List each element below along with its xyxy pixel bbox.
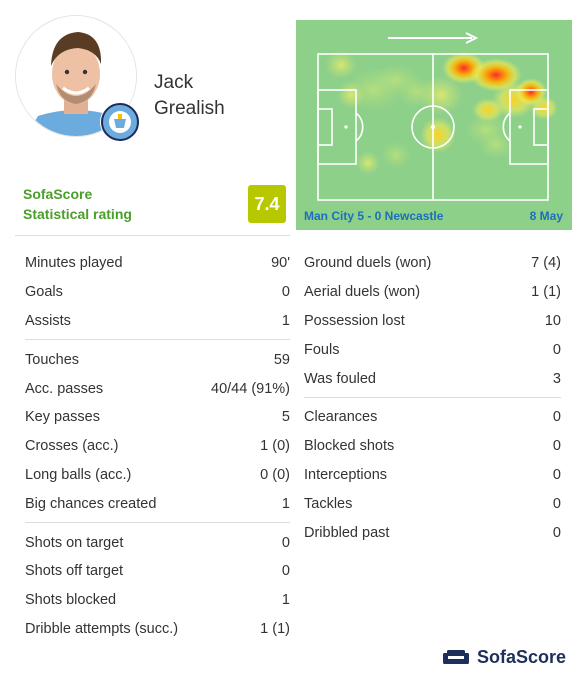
stat-value: 1 (1) — [531, 284, 561, 301]
match-label[interactable]: Man City 5 - 0 Newcastle — [304, 209, 444, 223]
attack-direction-arrow-icon — [388, 32, 479, 44]
stat-label: Big chances created — [25, 495, 157, 512]
rating-label-brand: SofaScore — [23, 186, 93, 202]
stat-row: Clearances 0 — [304, 403, 561, 432]
stat-label: Goals — [25, 284, 63, 301]
match-date: 8 May — [529, 209, 563, 223]
stat-row: Shots blocked 1 — [25, 586, 290, 615]
stat-label: Blocked shots — [304, 438, 395, 455]
stats-group-attack: Shots on target 0 Shots off target 0 Shots… — [25, 528, 290, 647]
stat-value: 0 — [281, 284, 290, 301]
stat-row: Tackles 0 — [304, 489, 561, 518]
club-badge-icon — [100, 102, 140, 142]
player-first-name: Jack — [154, 72, 194, 93]
stat-label: Shots off target — [25, 563, 124, 580]
stat-label: Tackles — [304, 495, 353, 512]
stat-row: Crosses (acc.) 1 (0) — [25, 432, 290, 461]
stat-row: Dribbled past 0 — [304, 518, 561, 547]
stats-left: Minutes played 90' Goals 0 Assists 1 Touche… — [25, 249, 290, 652]
sofascore-brand-text: SofaScore — [477, 647, 567, 667]
stat-row: Possession lost 10 — [304, 307, 561, 336]
stat-label: Clearances — [304, 409, 378, 426]
stats-group-passing: Touches 59 Acc. passes 40/44 (91%) Key pas… — [25, 345, 290, 524]
stat-value: 0 — [552, 495, 561, 512]
stat-label: Assists — [25, 312, 71, 329]
stat-value: 0 — [281, 534, 290, 551]
stat-label: Dribbled past — [304, 524, 390, 541]
stat-value: 59 — [273, 351, 290, 368]
stat-row: Big chances created 1 — [25, 489, 290, 518]
stat-value: 3 — [552, 370, 561, 387]
stat-row: Touches 59 — [25, 345, 290, 374]
stat-value: 1 (1) — [260, 620, 290, 637]
stat-label: Interceptions — [304, 466, 388, 483]
stat-label: Crosses (acc.) — [25, 438, 119, 455]
stat-label: Minutes played — [25, 255, 123, 272]
stat-label: Was fouled — [304, 370, 376, 387]
sofascore-logo[interactable]: SofaScore — [443, 647, 566, 668]
stat-row: Aerial duels (won) 1 (1) — [304, 278, 561, 307]
heatmap-panel[interactable]: Man City 5 - 0 Newcastle 8 May — [296, 20, 572, 230]
stat-value: 10 — [544, 312, 561, 329]
stats-group-duels: Ground duels (won) 7 (4) Aerial duels (wo… — [304, 249, 561, 398]
stat-row: Fouls 0 — [304, 335, 561, 364]
stat-row: Blocked shots 0 — [304, 432, 561, 461]
stat-label: Shots blocked — [25, 592, 117, 609]
stat-value: 0 — [552, 466, 561, 483]
stat-row: Interceptions 0 — [304, 461, 561, 490]
stat-value: 90' — [271, 255, 290, 272]
stat-value: 40/44 (91%) — [211, 380, 290, 397]
stat-row: Key passes 5 — [25, 403, 290, 432]
stat-label: Acc. passes — [25, 380, 104, 397]
rating-badge: 7.4 — [248, 185, 286, 223]
stat-row: Dribble attempts (succ.) 1 (1) — [25, 615, 290, 644]
stat-row: Long balls (acc.) 0 (0) — [25, 461, 290, 490]
stat-row: Was fouled 3 — [304, 364, 561, 393]
stat-label: Key passes — [25, 409, 100, 426]
stat-row: Ground duels (won) 7 (4) — [304, 249, 561, 278]
stat-label: Possession lost — [304, 312, 405, 329]
stat-value: 1 — [281, 592, 290, 609]
stat-row: Goals 0 — [25, 278, 290, 307]
stat-row: Minutes played 90' — [25, 249, 290, 278]
stat-label: Ground duels (won) — [304, 255, 432, 272]
stat-row: Shots on target 0 — [25, 528, 290, 557]
stats-right: Ground duels (won) 7 (4) Aerial duels (wo… — [304, 249, 561, 556]
player-last-name: Grealish — [154, 98, 225, 119]
stat-value: 0 — [281, 563, 290, 580]
stat-value: 1 (0) — [260, 438, 290, 455]
stat-label: Aerial duels (won) — [304, 284, 421, 301]
player-name[interactable]: Jack Grealish — [154, 70, 225, 122]
divider — [15, 235, 290, 236]
stat-row: Acc. passes 40/44 (91%) — [25, 374, 290, 403]
stat-value: 0 — [552, 438, 561, 455]
stat-label: Dribble attempts (succ.) — [25, 620, 179, 637]
stat-value: 0 — [552, 341, 561, 358]
stat-value: 0 — [552, 524, 561, 541]
stat-label: Touches — [25, 351, 80, 368]
pitch-heatmap — [317, 32, 558, 201]
stat-value: 7 (4) — [531, 255, 561, 272]
stat-value: 5 — [281, 409, 290, 426]
stat-value: 0 — [552, 409, 561, 426]
stat-label: Fouls — [304, 341, 340, 358]
sofa-icon — [443, 649, 469, 664]
stat-row: Shots off target 0 — [25, 557, 290, 586]
rating-label-text: Statistical rating — [23, 206, 132, 222]
stat-row: Assists 1 — [25, 307, 290, 336]
stat-label: Long balls (acc.) — [25, 466, 132, 483]
player-avatar — [15, 15, 140, 142]
stat-value: 0 (0) — [260, 466, 290, 483]
stat-label: Shots on target — [25, 534, 124, 551]
stat-value: 1 — [281, 495, 290, 512]
stat-value: 1 — [281, 312, 290, 329]
rating-label: SofaScore Statistical rating — [23, 184, 132, 224]
stats-group-general: Minutes played 90' Goals 0 Assists 1 — [25, 249, 290, 341]
stats-group-defending: Clearances 0 Blocked shots 0 Interceptions… — [304, 403, 561, 551]
